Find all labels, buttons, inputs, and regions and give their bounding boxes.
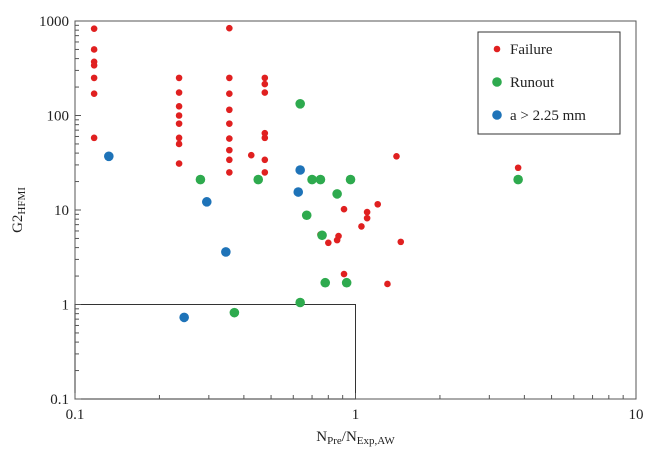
data-point (317, 230, 327, 241)
x-tick-label: 0.1 (66, 407, 85, 423)
data-point (261, 169, 269, 176)
data-point (261, 89, 269, 96)
data-point (293, 187, 304, 197)
data-point (104, 151, 114, 162)
data-point (340, 270, 348, 278)
data-point (90, 61, 98, 69)
data-point (175, 112, 183, 119)
data-point (175, 74, 183, 82)
data-point (261, 129, 269, 137)
data-point (226, 169, 233, 176)
data-point (335, 232, 342, 240)
data-point (221, 247, 231, 257)
y-tick-label: 100 (47, 109, 70, 125)
y-axis-title: G2HFMI (10, 187, 28, 233)
data-point (384, 280, 391, 288)
data-point (226, 135, 233, 142)
data-point (295, 165, 305, 175)
data-point (90, 74, 98, 82)
data-point (175, 89, 183, 96)
data-point (261, 80, 269, 88)
x-tick-label: 10 (629, 407, 644, 423)
data-point (513, 174, 523, 185)
data-point (90, 25, 98, 32)
data-point (226, 156, 233, 164)
data-point (226, 74, 233, 82)
data-point (514, 164, 522, 172)
data-point (363, 214, 371, 222)
data-point (226, 146, 233, 154)
data-point (90, 134, 98, 142)
data-point (315, 174, 326, 185)
data-point (363, 208, 371, 216)
data-points (90, 24, 523, 323)
data-point (341, 277, 352, 288)
legend-label: a > 2.25 mm (510, 108, 586, 124)
y-tick-label: 1000 (39, 14, 69, 30)
reference-box (74, 304, 356, 400)
data-point (295, 98, 305, 109)
legend: Failure Runout a > 2.25 mm (477, 31, 621, 135)
data-point (340, 205, 348, 213)
data-point (325, 239, 332, 247)
data-point (195, 174, 206, 185)
axes: 0.1 1 10 0.1 1 10 100 1000 NPre/NExp,AW G2HFMI (10, 14, 644, 447)
data-point (226, 106, 233, 114)
data-point (175, 103, 183, 110)
data-point (229, 307, 240, 318)
x-axis-title: NPre/NExp,AW (316, 429, 395, 447)
data-point (393, 153, 400, 160)
data-point (175, 134, 183, 142)
data-point (261, 74, 269, 82)
data-point (90, 46, 98, 53)
legend-marker (492, 110, 502, 120)
data-point (261, 134, 269, 142)
data-point (175, 160, 183, 167)
data-point (226, 90, 233, 98)
data-point (358, 223, 365, 230)
data-point (397, 238, 405, 246)
y-tick-label: 10 (54, 203, 69, 219)
x-tick-label: 1 (352, 407, 360, 423)
data-point (226, 24, 233, 32)
legend-marker (493, 45, 501, 53)
data-point (90, 90, 98, 98)
data-point (253, 174, 264, 185)
data-point (345, 174, 356, 185)
data-point (295, 297, 305, 308)
data-point (320, 277, 331, 288)
data-point (175, 140, 183, 148)
series-2 (104, 151, 305, 323)
data-point (332, 189, 342, 199)
data-point (201, 197, 212, 207)
y-tick-label: 1 (62, 298, 70, 314)
legend-label: Runout (510, 75, 555, 91)
data-point (175, 120, 183, 127)
data-point (247, 151, 255, 159)
data-point (261, 156, 269, 164)
data-point (374, 200, 382, 208)
data-point (226, 120, 233, 127)
series-1 (195, 98, 523, 318)
data-point (307, 174, 317, 185)
data-point (301, 210, 312, 221)
legend-marker (492, 77, 502, 87)
legend-label: Failure (510, 42, 553, 58)
y-tick-label: 0.1 (50, 392, 69, 408)
data-point (179, 312, 189, 323)
